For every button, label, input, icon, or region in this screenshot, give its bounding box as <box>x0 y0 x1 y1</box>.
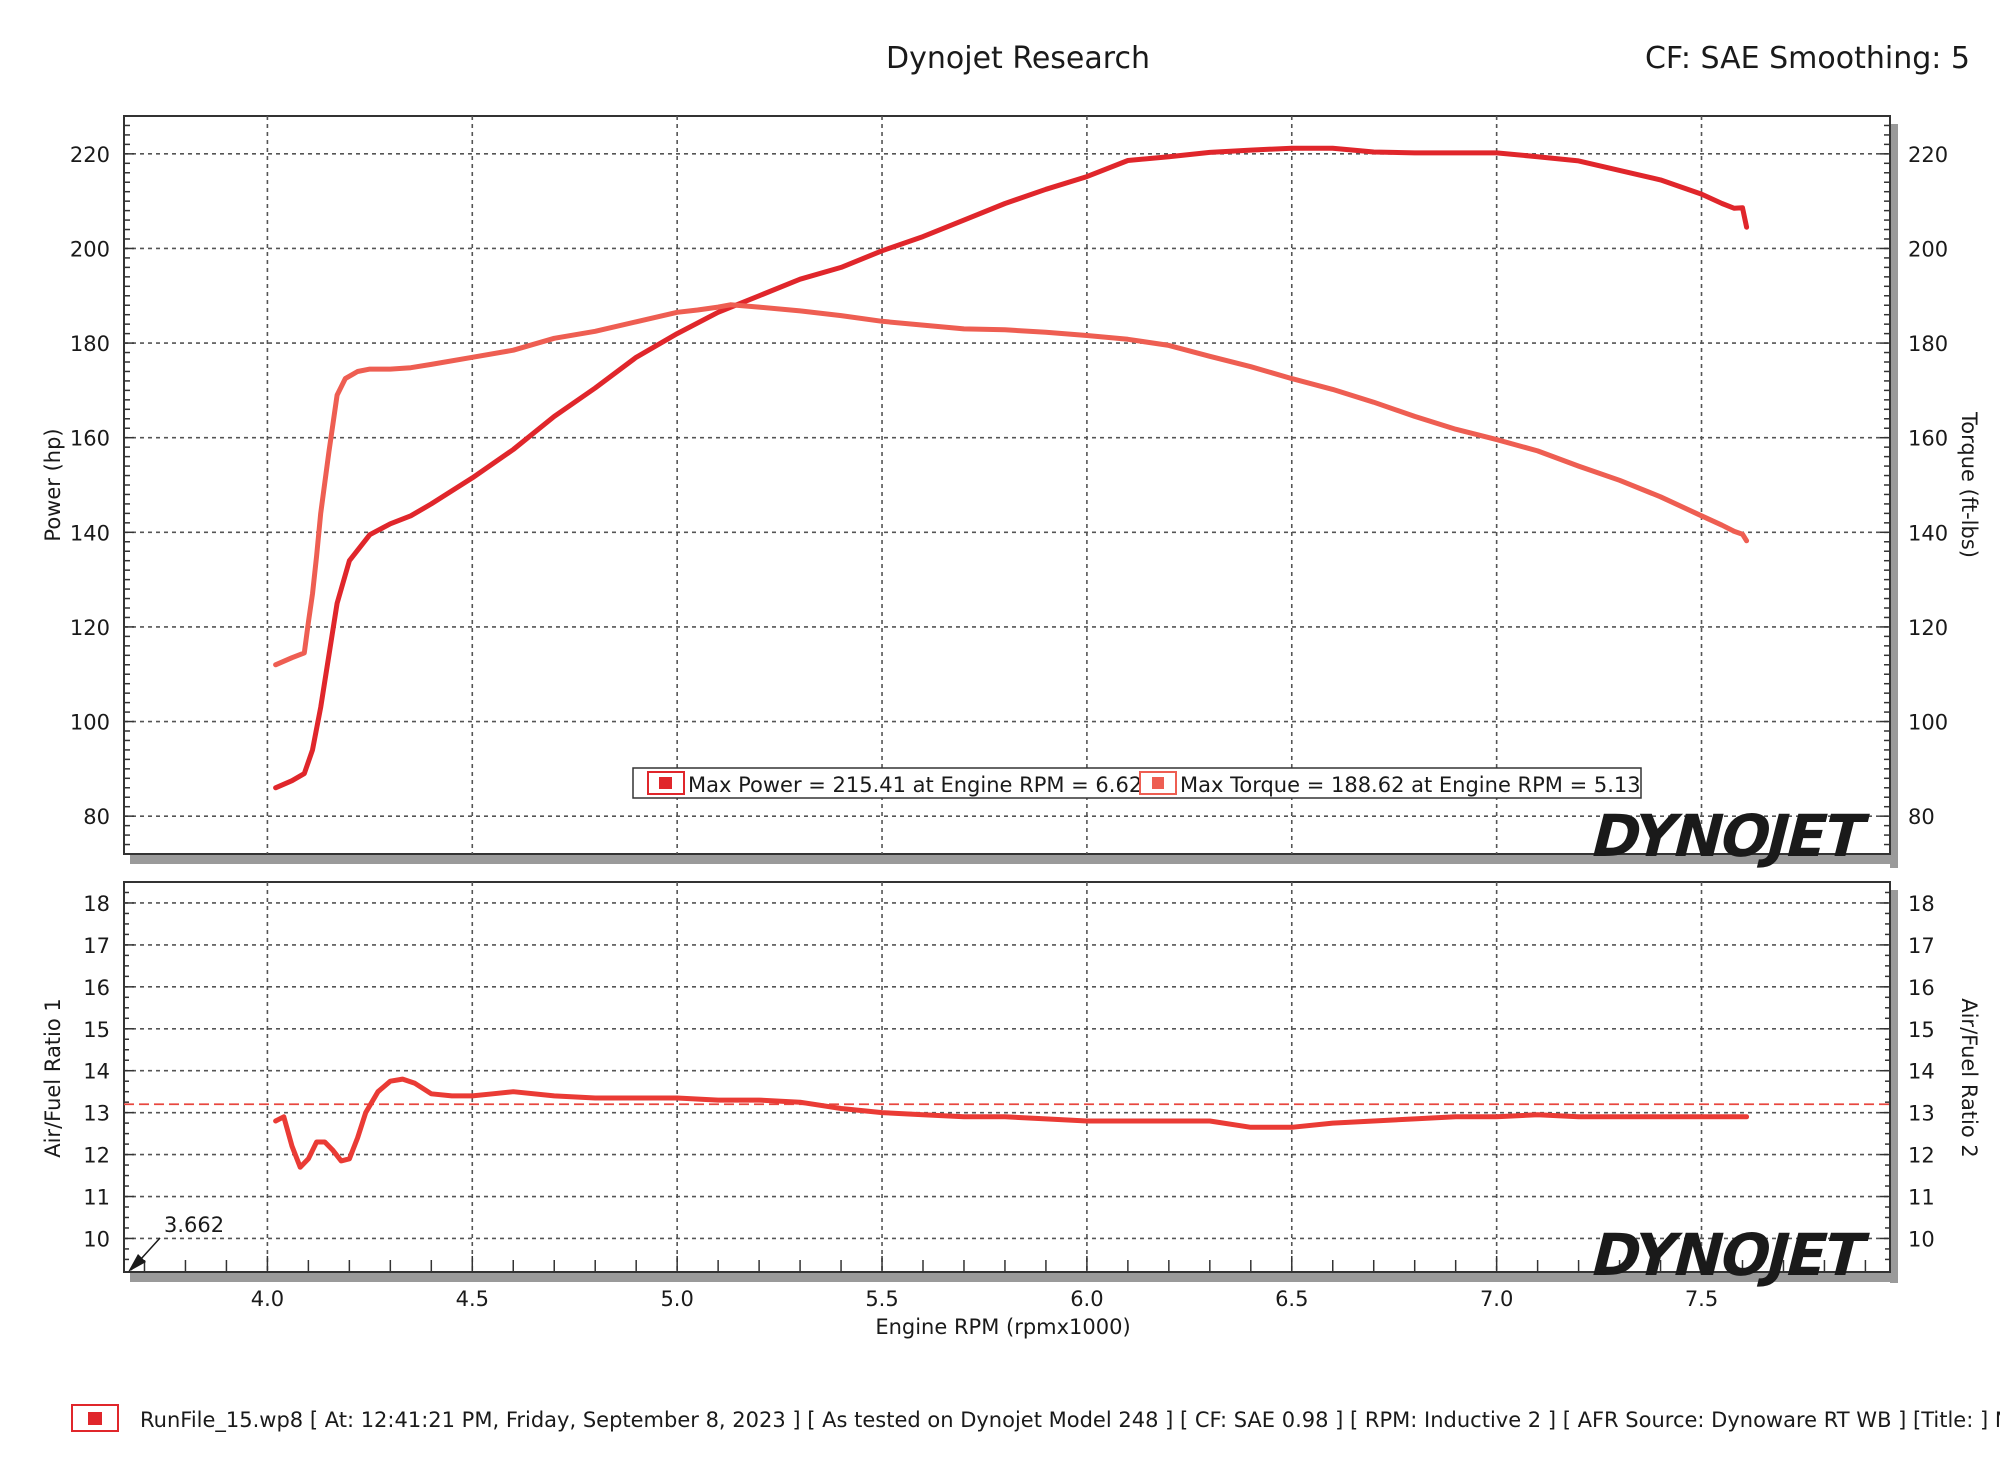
afr-panel-gridlines <box>124 882 1890 1272</box>
power-panel-tick-labels: 80 80 100 100 120 120 140 140 160 160 180 180 200 200… <box>70 143 1948 829</box>
afr1-tick-label: 15 <box>83 1018 110 1042</box>
rpm-tick-label: 5.5 <box>865 1287 898 1311</box>
legend-max-torque: Max Torque = 188.62 at Engine RPM = 5.13 <box>1180 773 1641 797</box>
afr2-tick-label: 11 <box>1908 1186 1935 1210</box>
afr1-tick-label: 13 <box>83 1102 110 1126</box>
torque-tick-label: 220 <box>1908 143 1948 167</box>
power-tick-label: 160 <box>70 427 110 451</box>
cursor-value-label: 3.662 <box>164 1213 224 1237</box>
afr1-tick-label: 16 <box>83 976 110 1000</box>
power-torque-panel: 80 80 100 100 120 120 140 140 160 160 180 180 200 200… <box>41 115 1981 870</box>
torque-curve <box>273 302 1750 668</box>
torque-tick-label: 80 <box>1908 805 1935 829</box>
afr2-tick-label: 12 <box>1908 1144 1935 1168</box>
afr2-axis-label: Air/Fuel Ratio 2 <box>1957 998 1981 1158</box>
torque-axis-label: Torque (ft-lbs) <box>1957 411 1981 558</box>
rpm-axis-label: Engine RPM (rpmx1000) <box>875 1315 1130 1339</box>
power-tick-label: 100 <box>70 711 110 735</box>
afr1-tick-label: 12 <box>83 1144 110 1168</box>
afr-panel-tick-labels: 4.0 4.5 5.0 5.5 6.0 6.5 7.0 7.5 10 10 11 11 12 12 13 13… <box>83 892 1934 1311</box>
legend-max-power: Max Power = 215.41 at Engine RPM = 6.62 <box>688 773 1142 797</box>
rpm-tick-label: 7.5 <box>1685 1287 1718 1311</box>
torque-tick-label: 160 <box>1908 427 1948 451</box>
logo-jet-part: JET <box>1756 802 1873 870</box>
power-tick-label: 140 <box>70 521 110 545</box>
logo-dyno-part: DYNO <box>1585 1221 1778 1289</box>
legend-torque-swatch <box>1152 777 1164 789</box>
rpm-tick-label: 6.5 <box>1275 1287 1308 1311</box>
afr-panel: 4.0 4.5 5.0 5.5 6.0 6.5 7.0 7.5 10 10 11 11 12 12 13 13… <box>41 881 1981 1339</box>
dynojet-logo-bottom: DYNO JET <box>1585 1221 1874 1289</box>
power-torque-series <box>273 145 1750 791</box>
torque-tick-label: 100 <box>1908 711 1948 735</box>
power-panel-shadow-right <box>1890 124 1898 868</box>
afr-panel-shadow-bottom <box>130 1272 1898 1282</box>
power-axis-label: Power (hp) <box>41 428 65 541</box>
cursor-arrow-icon <box>128 1254 146 1272</box>
afr2-tick-label: 17 <box>1908 934 1935 958</box>
logo-jet-part: JET <box>1756 1221 1873 1289</box>
power-panel-shadow-bottom <box>130 854 1898 864</box>
legend-power-swatch <box>659 777 672 789</box>
torque-tick-label: 180 <box>1908 332 1948 356</box>
rpm-tick-label: 7.0 <box>1480 1287 1513 1311</box>
afr-panel-frame <box>123 881 1891 1273</box>
afr1-axis-label: Air/Fuel Ratio 1 <box>41 998 65 1158</box>
dynojet-logo-top: DYNO JET <box>1585 802 1874 870</box>
power-tick-label: 120 <box>70 616 110 640</box>
correction-factor-label: CF: SAE Smoothing: 5 <box>1645 41 1970 76</box>
torque-tick-label: 120 <box>1908 616 1948 640</box>
afr-panel-shadow-right <box>1890 890 1898 1283</box>
torque-tick-label: 140 <box>1908 521 1948 545</box>
afr2-tick-label: 14 <box>1908 1060 1935 1084</box>
power-tick-label: 200 <box>70 237 110 261</box>
power-tick-label: 180 <box>70 332 110 356</box>
power-tick-label: 220 <box>70 143 110 167</box>
chart-title: Dynojet Research <box>886 41 1150 76</box>
afr1-tick-label: 14 <box>83 1060 110 1084</box>
run-swatch <box>88 1412 102 1425</box>
legend-box <box>632 767 1642 799</box>
torque-tick-label: 200 <box>1908 237 1948 261</box>
afr1-tick-label: 17 <box>83 934 110 958</box>
afr2-tick-label: 10 <box>1908 1227 1935 1251</box>
power-tick-label: 80 <box>83 805 110 829</box>
power-curve <box>273 145 1750 791</box>
run-file-footer: RunFile_15.wp8 [ At: 12:41:21 PM, Friday… <box>71 1404 2000 1433</box>
rpm-tick-label: 6.0 <box>1070 1287 1103 1311</box>
logo-dyno-part: DYNO <box>1585 802 1778 870</box>
afr-series <box>124 1076 1890 1170</box>
power-legend: Max Power = 215.41 at Engine RPM = 6.62 … <box>632 767 1642 799</box>
afr2-tick-label: 15 <box>1908 1018 1935 1042</box>
power-panel-minor-ticks <box>124 115 1890 855</box>
run-info-text: RunFile_15.wp8 [ At: 12:41:21 PM, Friday… <box>140 1408 2000 1433</box>
afr2-tick-label: 13 <box>1908 1102 1935 1126</box>
afr-curve <box>273 1076 1750 1170</box>
rpm-tick-label: 4.0 <box>251 1287 284 1311</box>
rpm-tick-label: 5.0 <box>660 1287 693 1311</box>
rpm-tick-label: 4.5 <box>456 1287 489 1311</box>
afr1-tick-label: 18 <box>83 892 110 916</box>
afr2-tick-label: 18 <box>1908 892 1935 916</box>
afr-panel-minor-ticks <box>124 881 1890 1272</box>
cursor-marker[interactable]: 3.662 <box>128 1213 224 1272</box>
afr1-tick-label: 10 <box>83 1227 110 1251</box>
afr1-tick-label: 11 <box>83 1186 110 1210</box>
power-panel-gridlines <box>124 116 1890 854</box>
afr2-tick-label: 16 <box>1908 976 1935 1000</box>
